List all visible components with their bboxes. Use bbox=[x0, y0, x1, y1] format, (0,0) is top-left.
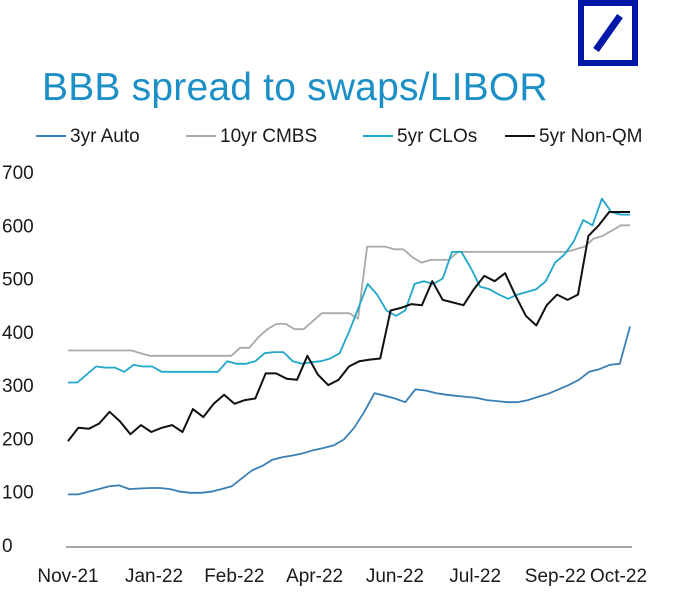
x-tick-label: Jun-22 bbox=[366, 566, 424, 587]
series-line-5yr-clos bbox=[68, 197, 630, 384]
legend-item: 5yr Non-QM bbox=[505, 126, 642, 147]
x-tick-label: Oct-22 bbox=[590, 566, 647, 587]
x-tick-label: Jan-22 bbox=[125, 566, 183, 587]
x-tick-label: Feb-22 bbox=[204, 566, 264, 587]
series-line-3yr-auto bbox=[68, 326, 631, 496]
x-tick-label: Jul-22 bbox=[449, 566, 501, 587]
y-tick-label: 0 bbox=[2, 536, 13, 557]
x-tick-label: Nov-21 bbox=[37, 566, 98, 587]
y-tick-label: 700 bbox=[2, 163, 34, 184]
legend-item: 10yr CMBS bbox=[186, 126, 317, 147]
y-tick-label: 300 bbox=[2, 376, 34, 397]
y-tick-label: 500 bbox=[2, 270, 34, 291]
legend-label: 10yr CMBS bbox=[220, 126, 317, 147]
x-axis: Nov-21 Jan-22 Feb-22 Apr-22 Jun-22 Jul-22 Sep-… bbox=[37, 546, 647, 587]
logo-slash bbox=[593, 13, 623, 53]
legend-item: 3yr Auto bbox=[36, 126, 140, 147]
x-tick-label: Sep-22 bbox=[525, 566, 586, 587]
logo-frame bbox=[578, 0, 638, 66]
x-tick-label: Apr-22 bbox=[286, 566, 343, 587]
y-tick-label: 600 bbox=[2, 216, 34, 237]
legend-label: 5yr CLOs bbox=[397, 126, 477, 147]
y-tick-label: 400 bbox=[2, 323, 34, 344]
y-tick-label: 100 bbox=[2, 483, 34, 504]
y-axis: 0 100 200 300 400 500 600 700 bbox=[2, 163, 34, 557]
deutsche-bank-logo bbox=[578, 0, 638, 66]
legend-item: 5yr CLOs bbox=[363, 126, 477, 147]
series-line-5yr-non-qm bbox=[67, 211, 630, 442]
legend-label: 3yr Auto bbox=[70, 126, 140, 147]
y-tick-label: 200 bbox=[2, 429, 34, 450]
series-lines bbox=[67, 197, 631, 496]
legend-label: 5yr Non-QM bbox=[539, 126, 642, 147]
chart-legend: 3yr Auto 10yr CMBS 5yr CLOs 5yr Non-QM bbox=[36, 126, 642, 147]
chart-title: BBB spread to swaps/LIBOR bbox=[42, 66, 548, 109]
series-line-10yr-cmbs bbox=[68, 224, 630, 357]
